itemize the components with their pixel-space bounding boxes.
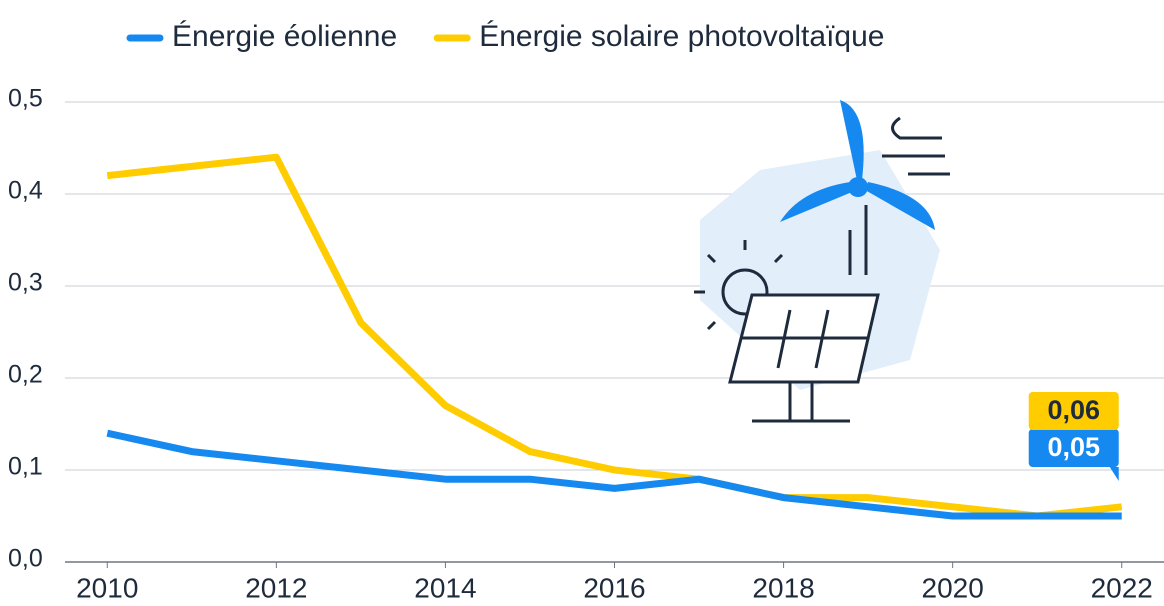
illustration — [694, 100, 950, 421]
y-tick-label: 0,1 — [8, 453, 43, 481]
legend-label: Énergie solaire photovoltaïque — [479, 20, 884, 53]
value-label: 0,05 — [1029, 429, 1119, 481]
y-tick-label: 0,4 — [8, 177, 43, 205]
legend-label: Énergie éolienne — [172, 20, 397, 53]
chart: 0,0 0,1 0,2 0,3 0,4 0,5 2010 2012 2014 2016 2018 20… — [0, 0, 1164, 606]
x-tick-label: 2016 — [583, 572, 645, 603]
x-tick-label: 2018 — [752, 572, 814, 603]
x-tick-label: 2014 — [414, 572, 476, 603]
value-label-text: 0,06 — [1047, 395, 1100, 425]
value-label-text: 0,05 — [1047, 432, 1100, 462]
x-tick-label: 2022 — [1091, 572, 1153, 603]
y-tick-label: 0,0 — [8, 545, 43, 573]
value-label: 0,06 — [1029, 392, 1119, 430]
value-label-pointer — [1110, 467, 1119, 481]
y-tick-label: 0,3 — [8, 269, 43, 297]
x-tick-label: 2010 — [76, 572, 138, 603]
x-tick-label: 2012 — [245, 572, 307, 603]
line — [107, 433, 1121, 516]
x-tick-label: 2020 — [922, 572, 984, 603]
y-tick-label: 0,5 — [8, 85, 43, 113]
y-tick-label: 0,2 — [8, 361, 43, 389]
grid — [65, 102, 1164, 562]
